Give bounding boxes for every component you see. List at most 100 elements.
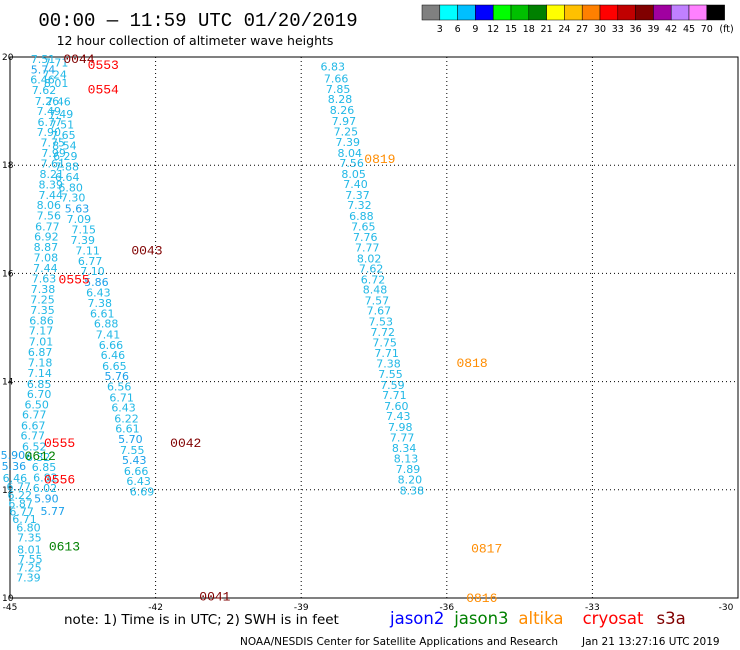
swh-value: 6.80 <box>58 181 83 194</box>
swh-value: 6.83 <box>320 61 345 74</box>
swh-value: 8.05 <box>341 168 366 181</box>
swh-value: 7.17 <box>29 325 54 338</box>
swh-value: 7.97 <box>332 115 357 128</box>
swh-value: 8.39 <box>39 179 64 192</box>
swh-value: 6.29 <box>53 150 78 163</box>
swh-color-legend: 3 6 9 12 15 18 21 24 27 30 33 36 39 42 45 70 (ft) <box>421 4 734 35</box>
x-tick-label: -36 <box>439 603 454 613</box>
swh-value: 5.36 <box>2 460 27 473</box>
mission-label: altika <box>518 609 563 628</box>
swh-value: 7.61 <box>40 158 65 171</box>
swh-value: 6.66 <box>99 339 124 352</box>
swh-value: 5.90 <box>34 492 59 505</box>
swh-value: 7.71 <box>44 56 69 69</box>
swh-value: 7.44 <box>39 189 64 202</box>
pass-label: 0555 <box>59 272 90 287</box>
pass-label: 0556 <box>44 472 75 487</box>
swh-value: 8.26 <box>330 104 355 117</box>
swh-value: 7.75 <box>40 136 65 149</box>
swh-value: 6.70 <box>27 388 52 401</box>
swh-value: 8.87 <box>34 241 59 254</box>
swh-value: 6.22 <box>114 412 139 425</box>
swh-value: 6.85 <box>32 461 57 474</box>
swh-value: 7.25 <box>334 126 359 139</box>
swh-value: 7.63 <box>32 272 57 285</box>
swh-value: 7.51 <box>31 53 56 66</box>
y-tick-label: 16 <box>2 269 14 279</box>
swh-value: 6.43 <box>86 286 111 299</box>
swh-value: 7.26 <box>35 95 60 108</box>
swh-value: 7.67 <box>367 305 392 318</box>
swh-value: 6.77 <box>22 409 47 422</box>
swh-value: 8.21 <box>39 168 64 181</box>
swh-value: 6.65 <box>102 360 127 373</box>
colorbar-swatch <box>564 4 583 21</box>
swh-value: 6.56 <box>107 380 132 393</box>
swh-value: 7.85 <box>326 83 351 96</box>
plot-frame <box>9 56 739 599</box>
colorbar-label: 21 <box>541 24 553 35</box>
swh-value: 5.77 <box>40 505 65 518</box>
colorbar-label: 15 <box>505 24 517 35</box>
swh-value: 7.57 <box>365 294 390 307</box>
colorbar-swatch <box>635 4 654 21</box>
swh-value: 5.86 <box>84 276 109 289</box>
y-tick-label: 14 <box>2 378 14 388</box>
colorbar-label: 42 <box>665 24 677 35</box>
swh-value: 7.08 <box>34 252 59 265</box>
colorbar-label: 9 <box>472 24 478 35</box>
swh-value: 8.20 <box>398 474 423 487</box>
colorbar-swatch <box>439 4 458 21</box>
swh-value: 7.56 <box>37 210 62 223</box>
colorbar-swatch <box>617 4 636 21</box>
chart-subtitle: 12 hour collection of altimeter wave hei… <box>57 33 334 48</box>
swh-value: 8.13 <box>394 452 419 465</box>
swh-value: 7.39 <box>16 571 41 584</box>
colorbar-swatch <box>475 4 494 21</box>
pass-label: 0042 <box>170 436 201 451</box>
pass-label: 0818 <box>457 356 488 371</box>
swh-value: 7.62 <box>359 263 384 276</box>
swh-value: 7.77 <box>390 431 415 444</box>
swh-value: 7.24 <box>42 68 67 81</box>
colorbar-swatch <box>546 4 565 21</box>
mission-label: jason2 <box>389 609 444 628</box>
swh-value: 7.75 <box>372 337 397 350</box>
swh-value: 7.98 <box>388 421 413 434</box>
swh-value: 5.76 <box>105 370 130 383</box>
swh-value: 6.72 <box>361 273 386 286</box>
swh-value: 7.32 <box>347 199 372 212</box>
swh-value: 8.02 <box>357 252 382 265</box>
swh-value: 7.88 <box>55 160 80 173</box>
colorbar-label: 27 <box>576 24 588 35</box>
swh-value: 7.46 <box>46 95 71 108</box>
swh-value: 6.77 <box>35 220 60 233</box>
swh-value: 7.30 <box>61 192 86 205</box>
swh-value: 8.01 <box>17 543 42 556</box>
pass-label: 0819 <box>364 152 395 167</box>
swh-value: 7.41 <box>96 329 121 342</box>
swh-value: 7.35 <box>17 531 42 544</box>
swh-value: 7.49 <box>49 108 74 121</box>
y-tick-label: 18 <box>2 161 14 171</box>
colorbar-label: 70 <box>701 24 713 35</box>
pass-label: 0555 <box>44 436 75 451</box>
swh-value: 7.51 <box>50 119 75 132</box>
swh-value: 8.28 <box>328 93 353 106</box>
swh-value: 6.71 <box>109 391 134 404</box>
swh-value: 6.22 <box>7 489 32 502</box>
swh-value: 5.43 <box>122 454 147 467</box>
swh-value: 6.61 <box>90 307 115 320</box>
swh-value: 7.39 <box>336 136 361 149</box>
swh-value: 7.10 <box>80 265 105 278</box>
colorbar-label: 6 <box>455 24 461 35</box>
swh-value: 7.62 <box>32 84 57 97</box>
x-tick-label: -45 <box>3 603 18 613</box>
swh-value: 7.40 <box>343 178 368 191</box>
swh-value: 7.53 <box>369 316 394 329</box>
colorbar-swatch <box>421 4 441 21</box>
swh-value: 8.06 <box>37 199 62 212</box>
swh-value: 7.71 <box>374 347 399 360</box>
pass-label: 0612 <box>25 449 56 464</box>
